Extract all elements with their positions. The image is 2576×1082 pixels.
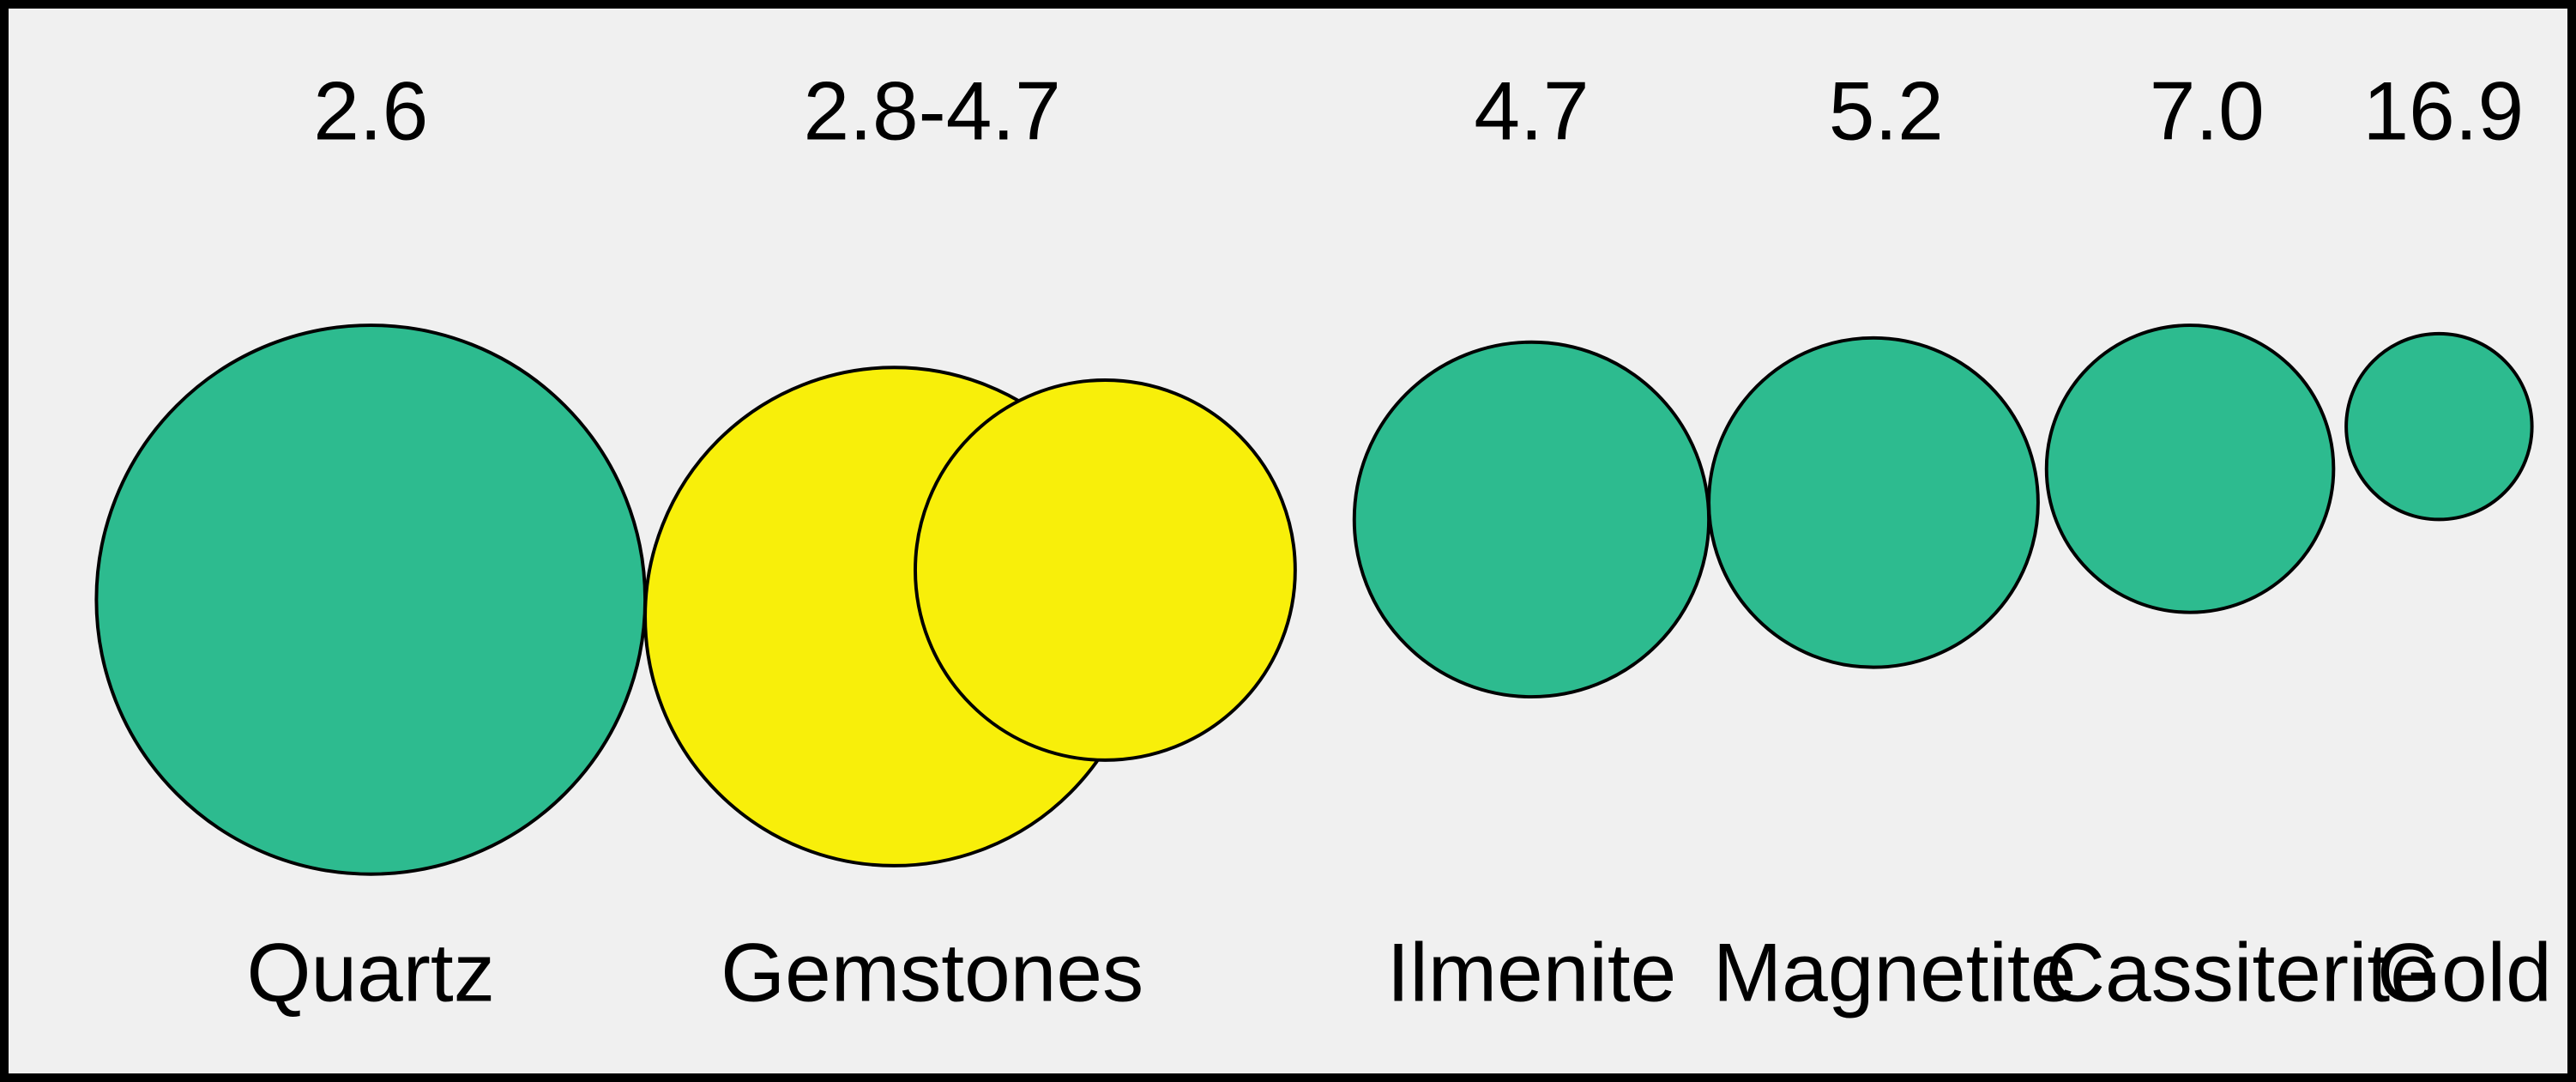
magnetite-label: Magnetite xyxy=(1713,927,2077,1019)
ilmenite-label: Ilmenite xyxy=(1387,927,1677,1019)
ilmenite-circle xyxy=(1354,342,1709,697)
gold-label: Gold xyxy=(2377,927,2552,1019)
gemstones-circle-2 xyxy=(915,380,1295,760)
gemstones-label: Gemstones xyxy=(721,927,1143,1019)
ilmenite-value: 4.7 xyxy=(1474,66,1589,158)
circles-group xyxy=(96,325,2531,874)
values-group: 2.6 2.8-4.7 4.7 5.2 7.0 16.9 xyxy=(313,66,2524,158)
quartz-value: 2.6 xyxy=(313,66,428,158)
gemstones-value: 2.8-4.7 xyxy=(804,66,1061,158)
mineral-density-diagram: 2.6 2.8-4.7 4.7 5.2 7.0 16.9 Quartz Gemstones I… xyxy=(9,9,2567,1073)
magnetite-value: 5.2 xyxy=(1829,66,1944,158)
quartz-circle xyxy=(96,325,645,874)
labels-group: QuartzGemstonesIlmeniteMagnetiteCassiter… xyxy=(247,927,2552,1019)
diagram-frame: 2.6 2.8-4.7 4.7 5.2 7.0 16.9 Quartz Gemstones I… xyxy=(0,0,2576,1082)
quartz-label: Quartz xyxy=(247,927,495,1019)
magnetite-circle xyxy=(1709,338,2038,668)
cassiterite-value: 7.0 xyxy=(2150,66,2265,158)
gold-circle xyxy=(2346,334,2532,520)
cassiterite-circle xyxy=(2047,325,2334,613)
gold-value: 16.9 xyxy=(2362,66,2524,158)
